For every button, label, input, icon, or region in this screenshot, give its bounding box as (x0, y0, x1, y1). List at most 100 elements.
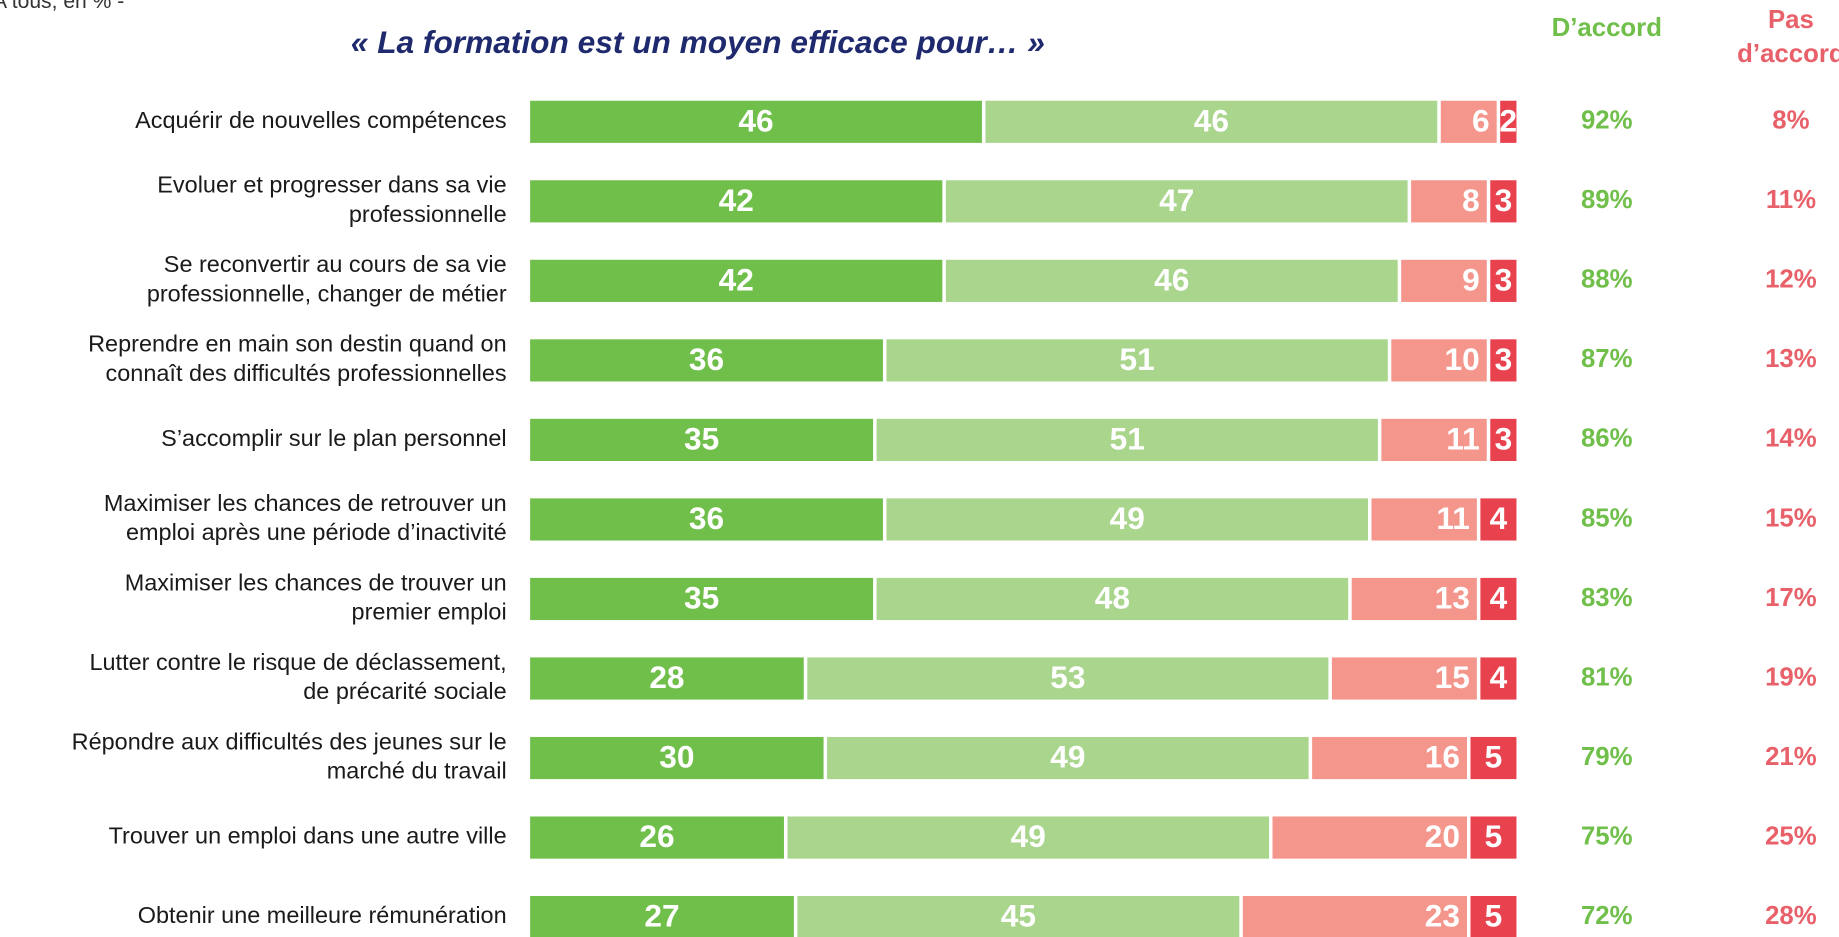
total-value: 89% (1581, 186, 1633, 214)
bar-segment (1272, 816, 1467, 859)
total-value: 85% (1581, 504, 1633, 532)
total-value: 11% (1766, 186, 1816, 214)
bar-value-label: 5 (1485, 818, 1503, 854)
category-label: Maximiser les chances de retrouver un emp… (104, 490, 507, 545)
bar-value-label: 23 (1425, 898, 1460, 934)
total-value: 12% (1765, 266, 1817, 294)
bar-segment (530, 896, 794, 937)
column-header: D’accord (1552, 14, 1662, 42)
total-value: 75% (1581, 822, 1633, 850)
bar-segment (1331, 657, 1477, 700)
bar-value-label: 45 (1001, 898, 1036, 934)
bar-value-label: 27 (644, 898, 679, 934)
bar-segment (1480, 498, 1517, 541)
bar-segment (530, 657, 804, 700)
total-value: 17% (1765, 584, 1817, 612)
bar-segment (1490, 180, 1517, 223)
bar-segment (807, 657, 1329, 700)
bar-segment (1470, 736, 1517, 780)
total-value: 88% (1581, 266, 1633, 294)
total-value: 28% (1765, 902, 1817, 930)
bar-value-label: 35 (684, 420, 719, 456)
bar-value-label: 47 (1159, 182, 1194, 218)
bar-value-label: 2 (1500, 102, 1518, 138)
bar-segment (827, 736, 1309, 780)
bar-segment (1500, 100, 1517, 143)
total-value: 21% (1765, 743, 1817, 771)
total-value: 13% (1765, 345, 1817, 373)
bar-value-label: 51 (1110, 420, 1145, 456)
bar-segment (530, 100, 982, 143)
bar-value-label: 15 (1435, 659, 1470, 695)
chart-title: « La formation est un moyen efficace pou… (351, 24, 1045, 60)
bar-segment (1411, 180, 1487, 223)
note: A tous, en % - (0, 0, 124, 13)
bar-value-label: 26 (639, 818, 674, 854)
bar-value-label: 11 (1436, 500, 1469, 536)
bar-value-label: 5 (1485, 739, 1503, 775)
bar-value-label: 6 (1472, 102, 1490, 138)
bar-segment (1312, 736, 1467, 780)
bar-value-label: 48 (1095, 580, 1130, 616)
category-label: S’accomplir sur le plan personnel (161, 425, 506, 451)
bar-value-label: 46 (1154, 261, 1189, 297)
bar-segment (886, 339, 1388, 382)
bar-value-label: 49 (1110, 500, 1145, 536)
bar-value-label: 46 (1194, 102, 1229, 138)
bar-value-label: 4 (1490, 580, 1508, 616)
bar-segment (530, 180, 943, 223)
bar-value-label: 8 (1462, 182, 1480, 218)
category-label: Obtenir une meilleure rémunération (138, 902, 507, 928)
category-label: Lutter contre le risque de déclassement,… (89, 649, 506, 704)
total-value: 92% (1581, 107, 1633, 135)
bar-segment (1371, 498, 1477, 541)
category-label: Répondre aux difficultés des jeunes sur … (72, 729, 507, 784)
bar-value-label: 42 (719, 261, 754, 297)
total-value: 19% (1765, 663, 1817, 691)
category-label: Maximiser les chances de trouver un premi… (125, 570, 507, 625)
bar-value-label: 3 (1495, 182, 1513, 218)
bar-value-label: 51 (1120, 341, 1155, 377)
bar-value-label: 35 (684, 580, 719, 616)
bar-value-label: 49 (1050, 739, 1085, 775)
bar-segment (1490, 418, 1517, 462)
bar-segment (1401, 259, 1487, 302)
bar-segment (1490, 259, 1517, 302)
bar-segment (787, 816, 1270, 859)
bar-value-label: 3 (1495, 420, 1513, 456)
bar-value-label: 10 (1445, 341, 1480, 377)
bar-segment (530, 736, 824, 780)
bar-value-label: 20 (1425, 818, 1460, 854)
bar-segment (985, 100, 1438, 143)
bar-value-label: 4 (1490, 500, 1508, 536)
total-value: 8% (1772, 107, 1809, 135)
total-value: 15% (1765, 504, 1817, 532)
bar-segment (876, 418, 1378, 462)
bar-segment (876, 577, 1349, 621)
bar-segment (530, 577, 874, 621)
bar-value-label: 16 (1425, 739, 1460, 775)
category-label: Evoluer et progresser dans sa vie profess… (157, 172, 506, 227)
total-value: 87% (1581, 345, 1633, 373)
bar-segment (1440, 100, 1497, 143)
bar-value-label: 9 (1462, 261, 1480, 297)
bar-value-label: 30 (659, 739, 694, 775)
bar-segment (530, 816, 784, 859)
bar-segment (945, 180, 1408, 223)
bar-segment (1391, 339, 1487, 382)
bar-value-label: 36 (689, 500, 724, 536)
bar-value-label: 36 (689, 341, 724, 377)
bar-value-label: 11 (1446, 420, 1479, 456)
bar-segment (886, 498, 1368, 541)
bar-segment (530, 418, 874, 462)
bar-value-label: 28 (649, 659, 684, 695)
bar-segment (1381, 418, 1487, 462)
bar-value-label: 3 (1495, 341, 1513, 377)
bar-segment (1480, 657, 1517, 700)
total-value: 14% (1765, 425, 1817, 453)
bar-segment (797, 896, 1240, 937)
bar-segment (1480, 577, 1517, 621)
bar-segment (530, 339, 883, 382)
bar-value-label: 13 (1435, 580, 1470, 616)
